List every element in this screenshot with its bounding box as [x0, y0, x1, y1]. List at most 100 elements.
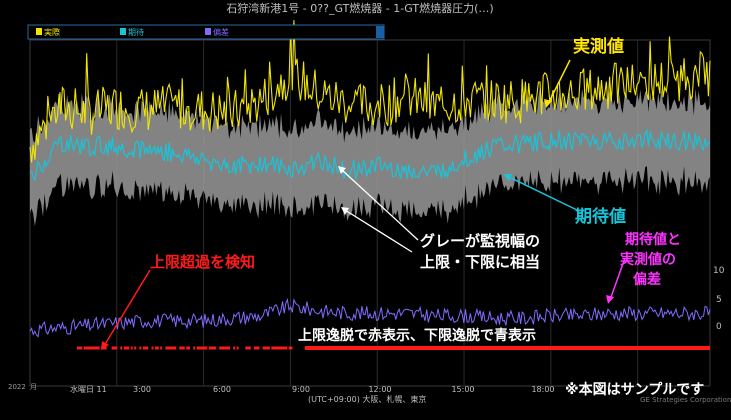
footer-timezone: (UTC+09:00) 大阪、札幌、東京	[308, 394, 426, 404]
alarm-marker	[214, 346, 217, 350]
alarm-marker	[168, 346, 171, 350]
alarm-marker	[255, 346, 258, 350]
alarm-marker	[87, 346, 90, 350]
alarm-marker	[219, 346, 222, 350]
alarm-marker	[151, 346, 154, 350]
alarm-marker	[115, 346, 118, 350]
alarm-marker	[144, 346, 147, 350]
alarm-marker	[208, 346, 211, 350]
alarm-marker	[201, 346, 204, 350]
x-axis: 3:00 6:00 9:00 12:00 15:00 18:00	[133, 385, 555, 394]
alarm-marker	[264, 346, 267, 350]
x-tick-label: 6:00	[213, 385, 231, 394]
alarm-marker	[97, 346, 100, 350]
alarm-marker	[146, 346, 149, 350]
alarm-marker	[113, 346, 116, 350]
deviation-tick-label: 0	[716, 322, 722, 332]
series-line-actual	[29, 20, 711, 163]
alarm-marker	[224, 346, 227, 350]
alarm-marker	[170, 346, 173, 350]
legend-swatch-deviation[interactable]	[205, 28, 211, 35]
annotation-deviation-line1: 期待値と	[625, 231, 681, 248]
alarm-marker	[226, 346, 229, 350]
alarm-marker	[280, 346, 283, 350]
arrow-deviation	[609, 257, 626, 301]
annotation-expected: 期待値	[575, 206, 626, 227]
alarm-marker	[172, 346, 175, 350]
alarm-marker	[285, 346, 288, 350]
annotations: 実測値 期待値 グレーが監視幅の 上限・下限に相当 上限超過を検知 期待値と 実…	[150, 36, 704, 398]
alarm-markers	[76, 346, 710, 350]
alarm-marker	[123, 346, 126, 350]
arrow-head	[503, 174, 512, 181]
legend-label-actual[interactable]: 実際	[44, 27, 60, 37]
footer-year: 2022	[8, 383, 26, 391]
alarm-marker	[276, 346, 279, 350]
series-line-deviation	[29, 297, 711, 338]
alarm-marker	[127, 346, 130, 350]
arrow-head	[338, 166, 346, 174]
band-area	[30, 86, 710, 227]
alarm-marker	[196, 346, 199, 350]
arrow-head	[101, 341, 109, 350]
annotation-limit-note: 上限逸脱で赤表示、下限逸脱で青表示	[298, 327, 536, 344]
alarm-marker	[142, 346, 145, 350]
alarm-marker	[257, 346, 260, 350]
deviation-tick-label: 10	[713, 266, 725, 276]
arrow-expected	[506, 175, 578, 211]
x-tick-label: 18:00	[531, 385, 554, 394]
alarm-marker	[212, 346, 215, 350]
alarm-marker	[94, 346, 97, 350]
legend-swatch-actual[interactable]	[36, 28, 42, 35]
alarm-marker	[288, 346, 291, 350]
alarm-marker	[236, 346, 239, 350]
alarm-marker	[111, 346, 114, 350]
alarm-marker	[222, 346, 225, 350]
legend-label-deviation[interactable]: 偏差	[213, 27, 229, 37]
legend: 実際 期待 偏差	[27, 24, 385, 40]
alarm-marker	[267, 346, 270, 350]
alarm-marker	[198, 346, 201, 350]
alarm-marker	[248, 346, 251, 350]
legend-label-expected[interactable]: 期待	[128, 27, 144, 37]
annotation-deviation-line2: 実測値の	[620, 251, 676, 268]
arrow-actual	[547, 59, 571, 105]
legend-scroll-handle[interactable]	[376, 26, 384, 38]
alarm-marker	[130, 346, 133, 350]
x-tick-label: 12:00	[368, 385, 391, 394]
alarm-marker	[90, 346, 93, 350]
x-tick-label: 3:00	[133, 385, 151, 394]
alarm-marker	[266, 346, 269, 350]
alarm-marker	[245, 346, 248, 350]
annotation-arrows	[101, 59, 626, 350]
x-tick-label: 9:00	[292, 385, 310, 394]
alarm-marker	[160, 346, 163, 350]
annotation-band-line2: 上限・下限に相当	[420, 253, 540, 271]
series-line-expected	[29, 128, 711, 182]
annotation-actual: 実測値	[573, 36, 624, 57]
alarm-marker	[120, 346, 123, 350]
plot-frame	[29, 39, 711, 387]
alarm-marker	[233, 346, 236, 350]
alarm-marker	[76, 346, 79, 350]
alarm-marker	[139, 346, 142, 350]
alarm-bar	[304, 346, 710, 350]
alarm-marker	[182, 346, 185, 350]
alarm-marker	[262, 346, 265, 350]
legend-swatch-expected[interactable]	[120, 28, 126, 35]
alarm-marker	[253, 346, 256, 350]
x-tick-label: 15:00	[451, 385, 474, 394]
alarm-marker	[187, 346, 190, 350]
alarm-marker	[83, 346, 86, 350]
alarm-marker	[227, 346, 230, 350]
arrow-head	[544, 99, 552, 108]
alarm-marker	[210, 346, 213, 350]
alarm-marker	[80, 346, 83, 350]
alarm-marker	[78, 346, 81, 350]
alarm-marker	[167, 346, 170, 350]
footer-day: 水曜日 11	[70, 384, 107, 394]
alarm-marker	[186, 346, 189, 350]
arrow-band-upper	[341, 169, 419, 241]
